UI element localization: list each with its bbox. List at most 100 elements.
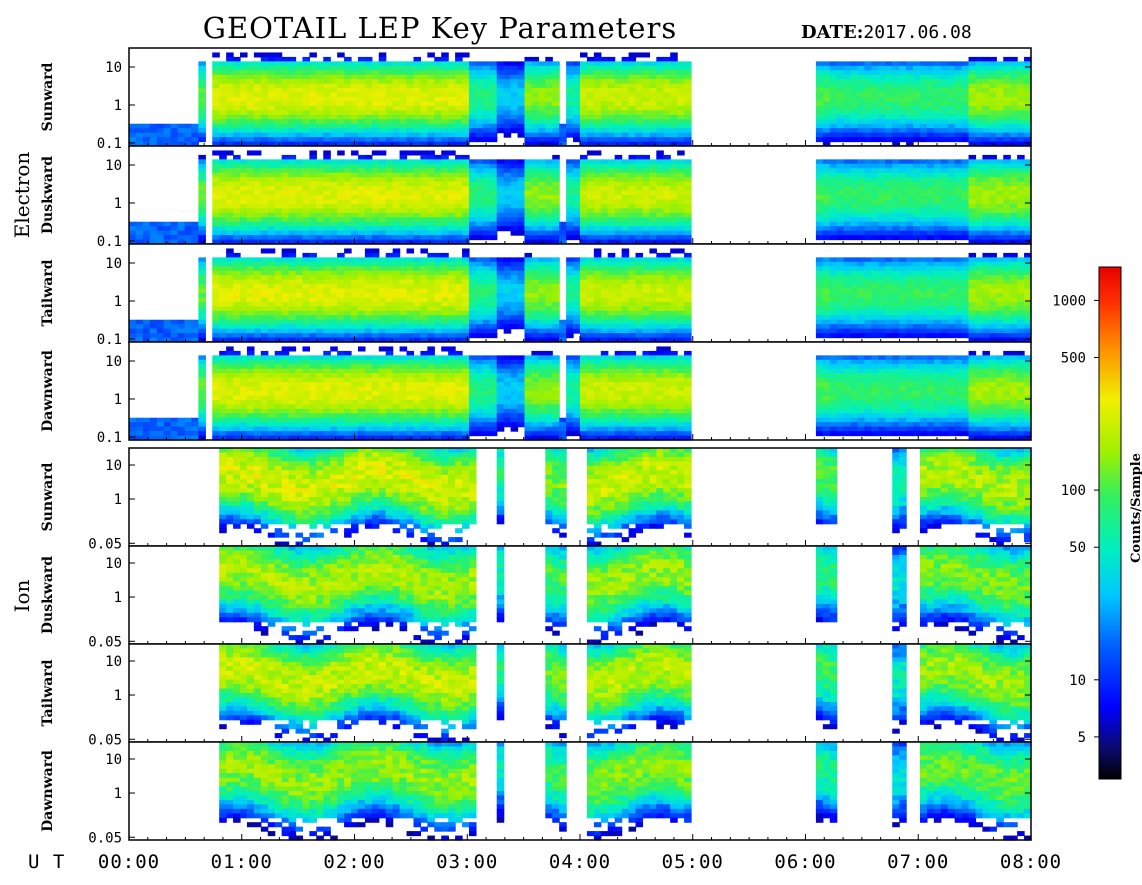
spectrogram-cell: [150, 333, 158, 338]
spectrogram-cell: [302, 186, 310, 191]
spectrogram-cell: [275, 173, 283, 178]
spectrogram-cell: [629, 213, 637, 218]
spectrogram-panels: 1010.1Sunward1010.1Duskward1010.1Tailwar…: [40, 48, 1032, 846]
spectrogram-cell: [629, 164, 637, 169]
spectrogram-cell: [629, 199, 637, 204]
spectrogram-cell: [316, 262, 324, 267]
spectrogram-cell: [268, 61, 276, 66]
spectrogram-cell: [684, 84, 692, 89]
spectrogram-cell: [427, 324, 435, 329]
spectrogram-cell: [594, 191, 602, 196]
spectrogram-cell: [365, 284, 373, 289]
spectrogram-cell: [247, 133, 255, 138]
spectrogram-cell: [455, 168, 463, 173]
spectrogram-cell: [268, 297, 276, 302]
spectrogram-cell: [677, 208, 685, 213]
spectrogram-cell: [219, 302, 227, 307]
spectrogram-cell: [337, 93, 345, 98]
spectrogram-cell: [573, 133, 581, 138]
spectrogram-cell: [851, 164, 859, 169]
spectrogram-cell: [198, 271, 206, 276]
spectrogram-cell: [393, 79, 401, 84]
spectrogram-cell: [858, 213, 866, 218]
spectrogram-cell: [323, 93, 331, 98]
spectrogram-cell: [969, 66, 977, 71]
spectrogram-cell: [372, 66, 380, 71]
spectrogram-cell: [601, 79, 609, 84]
spectrogram-cell: [684, 204, 692, 209]
spectrogram-cell: [309, 280, 317, 285]
spectrogram-cell: [275, 311, 283, 316]
spectrogram-cell: [483, 320, 491, 325]
spectrogram-cell: [261, 191, 269, 196]
spectrogram-cell: [302, 333, 310, 338]
spectrogram-cell: [573, 137, 581, 142]
spectrogram-cell: [490, 213, 498, 218]
spectrogram-cell: [955, 226, 963, 231]
spectrogram-cell: [379, 213, 387, 218]
spectrogram-cell: [462, 61, 470, 66]
spectrogram-cell: [316, 231, 324, 236]
spectrogram-cell: [351, 115, 359, 120]
spectrogram-cell: [483, 119, 491, 124]
spectrogram-cell: [649, 79, 657, 84]
spectrogram-cell: [538, 204, 546, 209]
spectrogram-cell: [413, 297, 421, 302]
spectrogram-cell: [587, 173, 595, 178]
spectrogram-cell: [136, 324, 144, 329]
spectrogram-cell: [420, 115, 428, 120]
spectrogram-cell: [296, 231, 304, 236]
spectrogram-cell: [289, 213, 297, 218]
spectrogram-cell: [837, 101, 845, 106]
spectrogram-cell: [420, 173, 428, 178]
spectrogram-cell: [497, 79, 505, 84]
spectrogram-cell: [615, 124, 623, 129]
spectrogram-cell: [504, 284, 512, 289]
spectrogram-cell: [656, 213, 664, 218]
spectrogram-cell: [1017, 191, 1025, 196]
spectrogram-cell: [261, 320, 269, 325]
spectrogram-cell: [420, 320, 428, 325]
spectrogram-cell: [351, 177, 359, 182]
spectrogram-cell: [254, 52, 262, 57]
spectrogram-cell: [677, 70, 685, 75]
spectrogram-cell: [490, 231, 498, 236]
spectrogram-cell: [892, 119, 900, 124]
spectrogram-cell: [219, 320, 227, 325]
spectrogram-cell: [497, 110, 505, 115]
spectrogram-cell: [393, 311, 401, 316]
spectrogram-cell: [1017, 164, 1025, 169]
spectrogram-cell: [497, 182, 505, 187]
spectrogram-cell: [240, 124, 248, 129]
spectrogram-cell: [462, 208, 470, 213]
spectrogram-cell: [608, 235, 616, 240]
spectrogram-cell: [309, 173, 317, 178]
spectrogram-cell: [670, 84, 678, 89]
spectrogram-cell: [261, 302, 269, 307]
spectrogram-cell: [323, 257, 331, 262]
spectrogram-cell: [913, 235, 921, 240]
spectrogram-cell: [372, 204, 380, 209]
spectrogram-cell: [226, 284, 234, 289]
spectrogram-cell: [518, 191, 526, 196]
spectrogram-cell: [524, 128, 532, 133]
spectrogram-cell: [677, 106, 685, 111]
spectrogram-cell: [913, 119, 921, 124]
spectrogram-cell: [441, 124, 449, 129]
spectrogram-cell: [677, 195, 685, 200]
spectrogram-cell: [268, 195, 276, 200]
spectrogram-cell: [490, 266, 498, 271]
spectrogram-cell: [975, 84, 983, 89]
spectrogram-cell: [407, 66, 415, 71]
spectrogram-cell: [1003, 159, 1011, 164]
spectrogram-cell: [878, 137, 886, 142]
spectrogram-cell: [275, 191, 283, 196]
spectrogram-cell: [566, 195, 574, 200]
spectrogram-cell: [663, 119, 671, 124]
spectrogram-cell: [393, 324, 401, 329]
spectrogram-cell: [323, 97, 331, 102]
spectrogram-cell: [427, 199, 435, 204]
spectrogram-cell: [296, 329, 304, 334]
spectrogram-cell: [601, 231, 609, 236]
spectrogram-cell: [296, 204, 304, 209]
